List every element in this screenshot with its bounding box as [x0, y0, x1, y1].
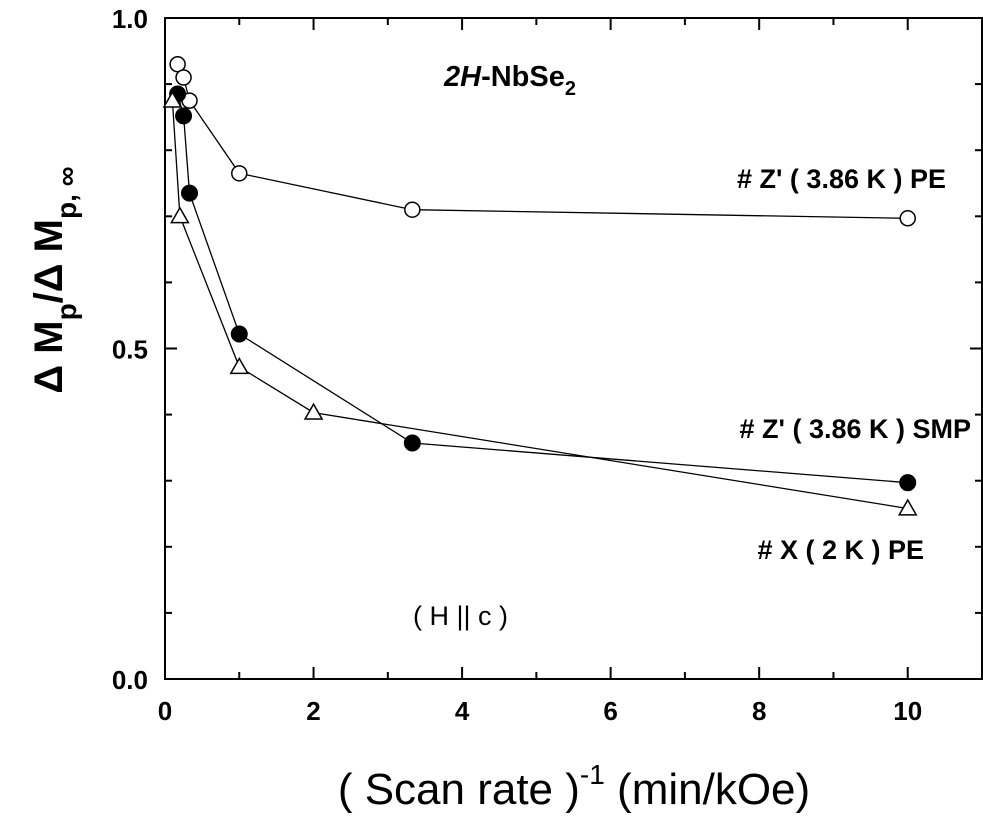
annotation: ( H || c ) [413, 601, 508, 631]
y-tick-label: 0.5 [112, 335, 148, 365]
x-axis-label-unit: (min/kOe) [605, 765, 810, 814]
x-axis-label: ( Scan rate )-1 (min/kOe) [338, 759, 810, 814]
series-0-point [231, 165, 248, 182]
series-group [162, 56, 918, 516]
y-axis-label: Δ Mp/Δ Mp, ∞ [27, 166, 82, 393]
plot-frame [164, 17, 983, 680]
x-tick-label: 0 [158, 696, 172, 726]
series-2-point [170, 206, 190, 224]
series-0-point [899, 210, 916, 227]
x-tick-label: 10 [893, 696, 922, 726]
chart-title-rest: -NbSe [481, 61, 565, 93]
x-tick-label: 2 [306, 696, 320, 726]
series-1-point [181, 184, 199, 202]
y-axis-label-sub2: p, ∞ [51, 166, 82, 219]
series-1-point [403, 434, 421, 452]
x-axis-label-sup: -1 [580, 759, 605, 790]
series-0-point [404, 201, 421, 218]
series-1-point [230, 325, 248, 343]
y-axis-label-a: Δ M [27, 320, 71, 393]
chart-title-italic: 2H [443, 61, 482, 93]
series-label-2: # X ( 2 K ) PE [757, 535, 924, 565]
series-line-2 [171, 100, 908, 510]
y-tick-label: 0.0 [112, 665, 148, 695]
series-2-point [303, 402, 324, 420]
y-tick-label: 1.0 [112, 4, 148, 34]
series-label-1: # Z' ( 3.86 K ) SMP [740, 414, 971, 444]
x-axis-label-main: ( Scan rate ) [338, 765, 580, 814]
axis-tick-labels: 0 2 4 6 8 10 0.0 0.5 1.0 [112, 4, 922, 726]
series-2-point [897, 498, 918, 516]
chart-title-sub: 2 [565, 78, 576, 100]
series-2-point [162, 90, 183, 108]
x-tick-label: 8 [752, 696, 766, 726]
series-1-point [175, 107, 193, 125]
x-tick-label: 4 [455, 696, 470, 726]
y-axis-label-b: /Δ M [27, 219, 71, 303]
series-label-0: # Z' ( 3.86 K ) PE [737, 164, 946, 194]
series-1-point [899, 474, 917, 492]
y-axis-label-sub1: p [51, 303, 82, 320]
axis-ticks [164, 17, 983, 680]
series-2-point [229, 356, 250, 375]
series-0-point [175, 69, 192, 86]
chart-title: 2H-NbSe2 [443, 61, 576, 100]
x-tick-label: 6 [603, 696, 617, 726]
